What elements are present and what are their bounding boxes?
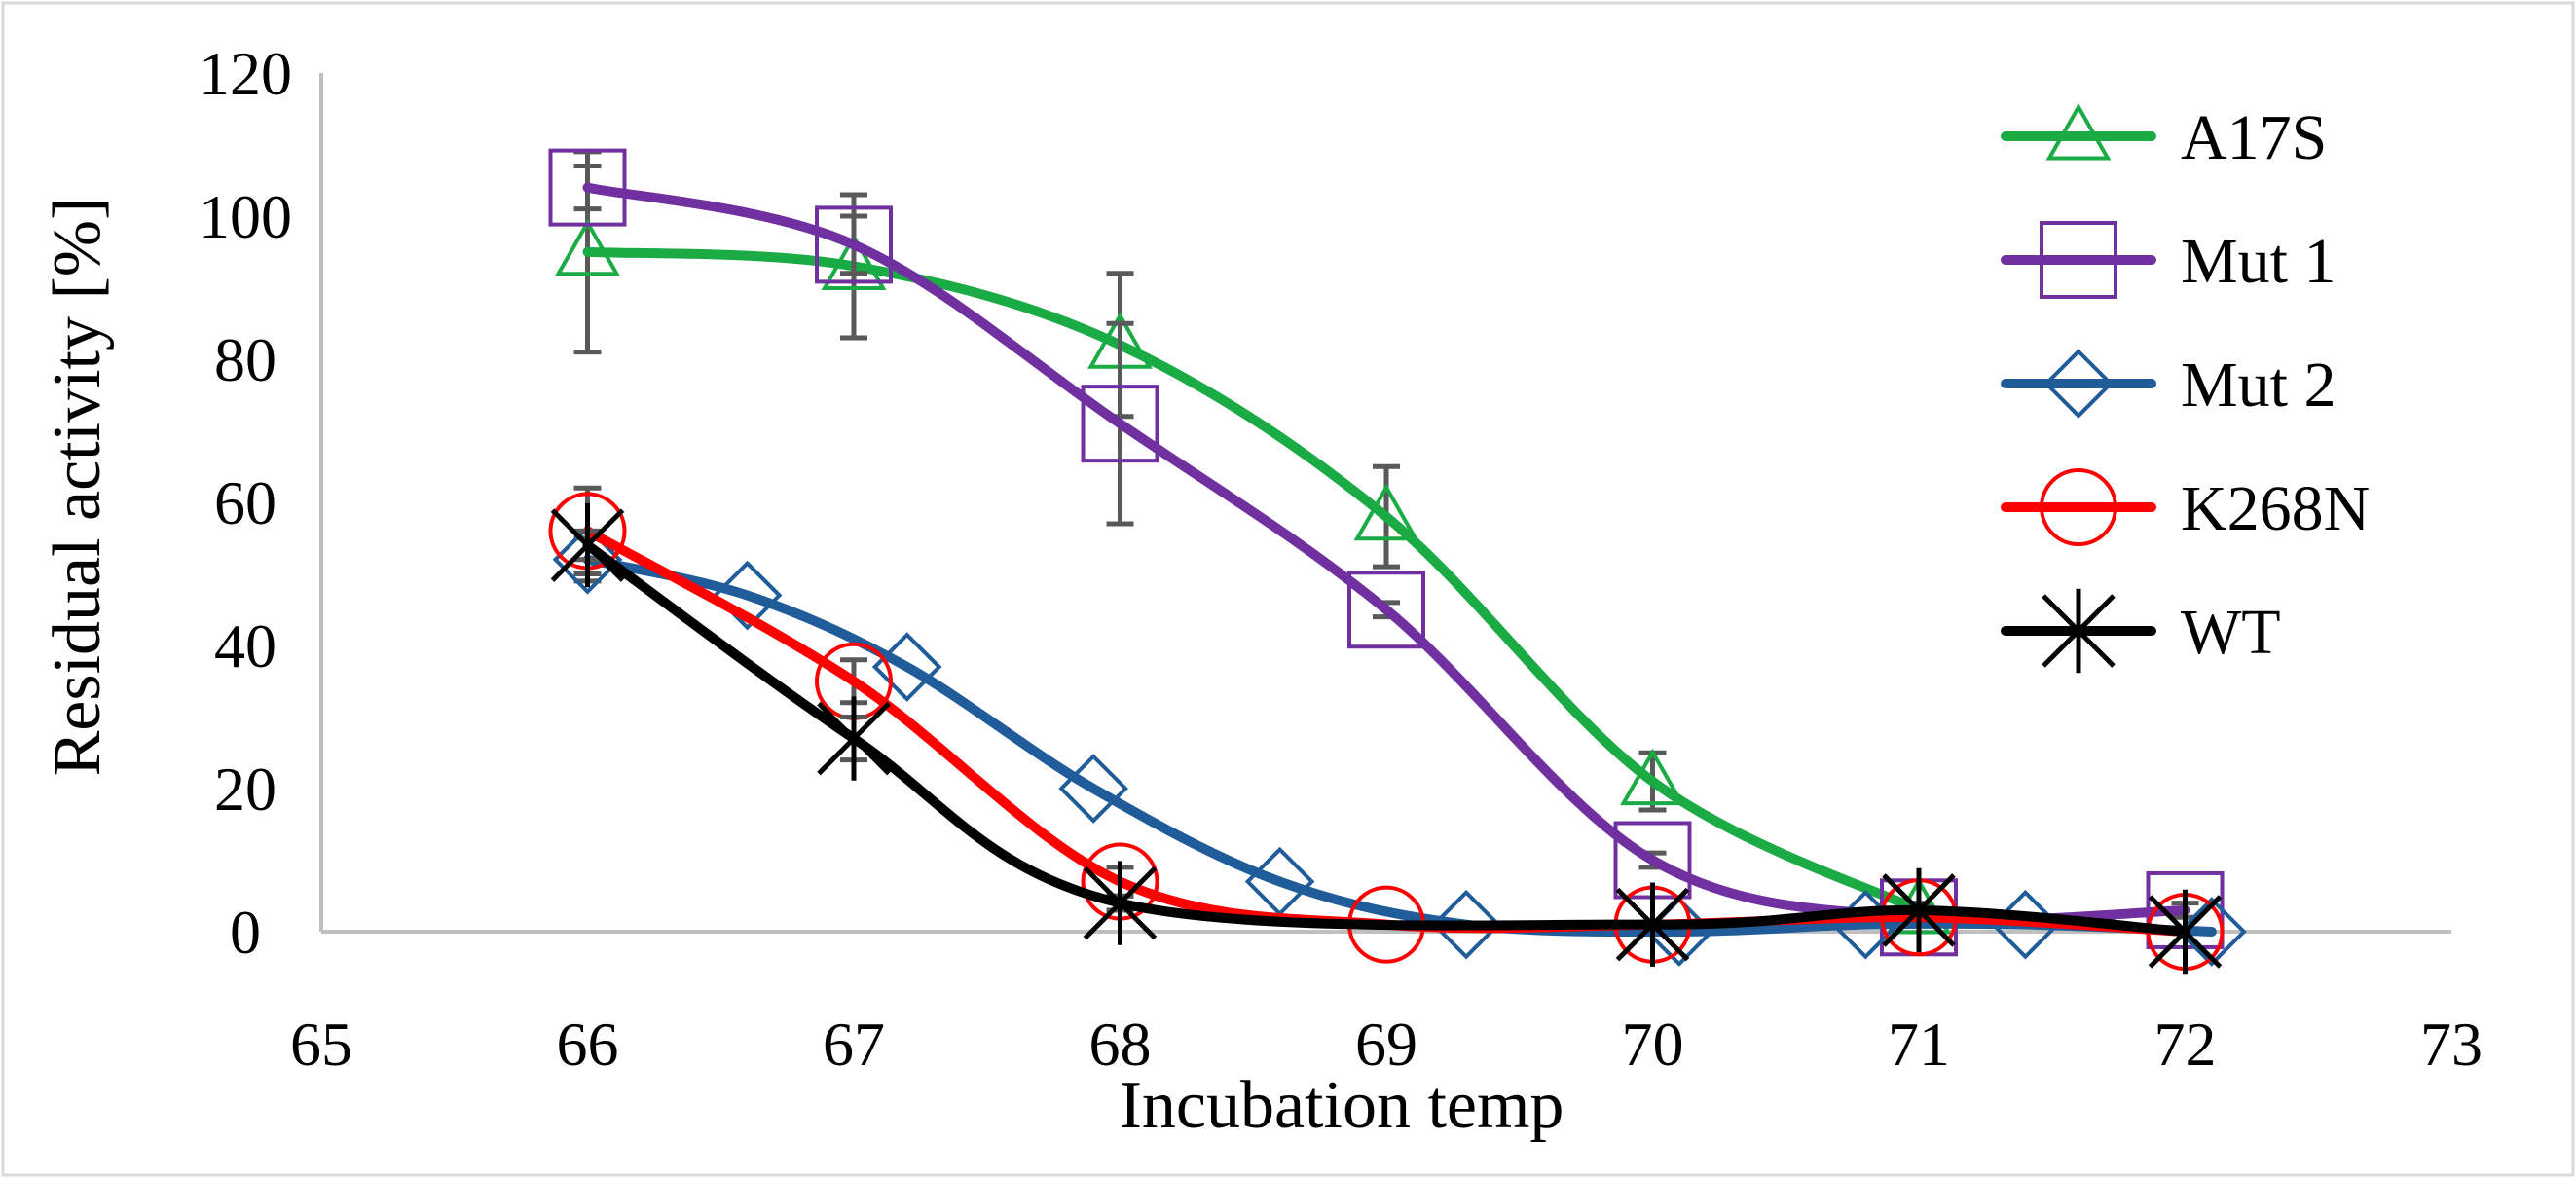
series-wt (550, 502, 2223, 975)
legend-item-a17s: A17S (2001, 102, 2327, 173)
x-tick-label: 67 (823, 1010, 885, 1079)
y-tick-label: 80 (214, 325, 276, 394)
legend-marker-k268n (2040, 468, 2117, 546)
data-point-wt (817, 696, 891, 781)
legend-label-k268n: K268N (2181, 473, 2370, 544)
legend-label-mut-2: Mut 2 (2181, 350, 2337, 421)
data-point-wt (1882, 867, 1956, 953)
legend-marker-mut-1 (2040, 221, 2117, 299)
data-point-a17s (1620, 748, 1685, 806)
y-tick-label: 20 (214, 755, 276, 824)
y-tick-label: 60 (214, 468, 276, 537)
legend: A17S Mut 1 Mut 2 K268N WT (2001, 102, 2370, 674)
data-point-mut-1 (548, 148, 627, 227)
legend-item-wt: WT (2001, 588, 2281, 674)
data-point-mut-1 (1081, 385, 1159, 463)
legend-marker-mut-2 (2043, 349, 2114, 419)
y-tick-label: 40 (214, 611, 276, 681)
legend-item-k268n: K268N (2001, 468, 2370, 546)
data-point-mut-2 (2177, 897, 2247, 967)
x-tick-label: 71 (1888, 1010, 1950, 1079)
series-line-a17s (582, 246, 1924, 915)
x-tick-label: 65 (290, 1010, 352, 1079)
x-tick-labels: 65 66 67 68 69 70 71 72 73 (290, 1010, 2483, 1079)
data-point-mut-1 (1347, 571, 1425, 649)
x-tick-label: 73 (2420, 1010, 2483, 1079)
data-point-a17s (821, 233, 887, 290)
y-tick-labels: 0 20 40 60 80 100 120 (199, 39, 292, 967)
data-point-wt (1083, 861, 1158, 945)
data-point-wt (1615, 882, 1690, 967)
x-axis-title: Incubation temp (1120, 1068, 1564, 1143)
legend-label-mut-1: Mut 1 (2181, 226, 2337, 297)
x-tick-label: 66 (557, 1010, 619, 1079)
data-point-mut-1 (815, 205, 893, 284)
legend-marker-wt (2042, 588, 2116, 674)
data-point-mut-2 (871, 632, 942, 702)
legend-label-a17s: A17S (2181, 102, 2327, 173)
series-layer (548, 148, 2247, 975)
data-point-mut-2 (552, 524, 623, 595)
x-tick-label: 69 (1355, 1010, 1417, 1079)
y-axis-title: Residual activity [%] (40, 198, 115, 777)
y-tick-label: 0 (230, 898, 261, 967)
legend-item-mut-2: Mut 2 (2001, 349, 2337, 421)
data-point-mut-2 (1058, 754, 1128, 824)
y-tick-label: 100 (199, 182, 292, 251)
data-point-wt (2148, 889, 2223, 975)
data-point-a17s (555, 218, 620, 276)
legend-marker-a17s (2045, 102, 2112, 161)
series-line-wt (582, 540, 2190, 937)
y-tick-label: 120 (199, 39, 292, 108)
x-tick-label: 72 (2154, 1010, 2217, 1079)
series-a17s (555, 149, 1952, 935)
data-point-a17s (1353, 483, 1419, 541)
data-point-mut-2 (712, 560, 783, 631)
x-tick-label: 70 (1622, 1010, 1684, 1079)
legend-label-wt: WT (2181, 597, 2281, 668)
x-tick-label: 68 (1089, 1010, 1152, 1079)
data-point-wt (550, 502, 625, 588)
legend-item-mut-1: Mut 1 (2001, 221, 2337, 299)
data-point-mut-2 (1431, 889, 1501, 960)
